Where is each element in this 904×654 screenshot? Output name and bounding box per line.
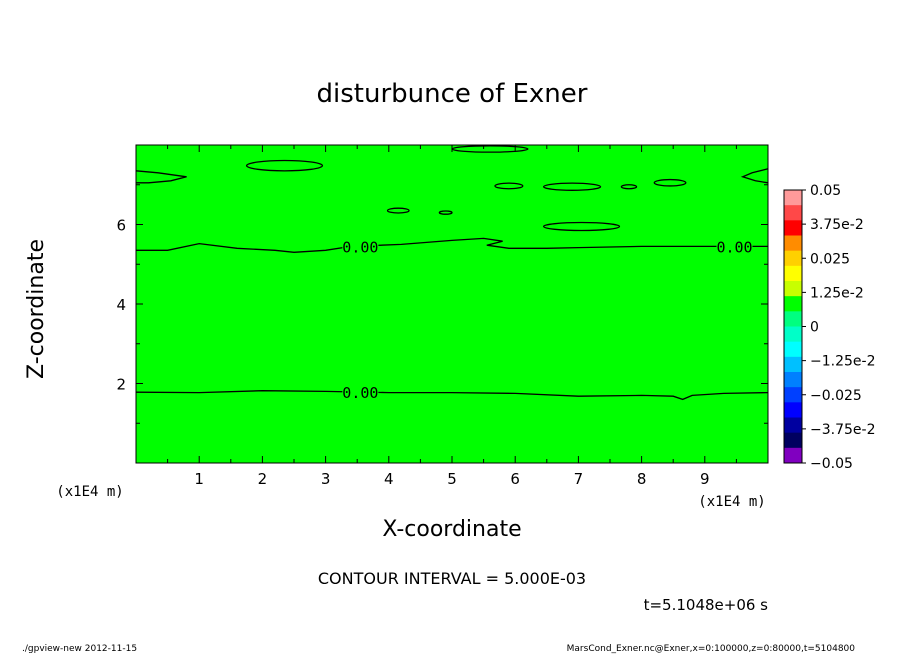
heatmap-fill: [136, 145, 768, 463]
contour-interval-text: CONTOUR INTERVAL = 5.000E-03: [318, 569, 586, 588]
y-axis-label: Z-coordinate: [24, 239, 49, 379]
colorbar-label: −0.025: [810, 388, 862, 404]
contour-label: 0.00: [342, 384, 378, 402]
contour-line: [245, 159, 324, 172]
colorbar-swatch: [784, 432, 802, 449]
colorbar-label: 0.025: [810, 251, 850, 267]
contour-label: 0.00: [342, 238, 378, 256]
x-tick-label: 1: [194, 470, 204, 488]
colorbar-label: 1.25e-2: [810, 285, 864, 301]
contour-line: [740, 168, 769, 184]
footer-left: ./gpview-new 2012-11-15: [22, 644, 137, 654]
axis-ticks: 1 2 3 4 5 6 7 8 9 2 4 6: [116, 145, 768, 488]
x-tick-label: 3: [321, 470, 331, 488]
contour-label: 0.00: [716, 238, 752, 256]
y-tick-label: 4: [116, 296, 126, 314]
plot-area: 0.00 0.00 0.00 1 2 3 4 5 6 7 8 9 2 4 6: [116, 144, 769, 488]
contour-line: [438, 210, 453, 215]
colorbar-swatch: [784, 265, 802, 282]
colorbar-swatch: [784, 417, 802, 434]
colorbar-swatch: [784, 190, 802, 206]
contour-label-bg: [342, 238, 379, 255]
colorbar-swatch: [784, 250, 802, 267]
x-axis-unit: (x1E4 m): [698, 494, 765, 510]
contour-line: [135, 390, 769, 401]
colorbar-swatch: [784, 205, 802, 221]
colorbar-swatch: [784, 402, 802, 418]
x-tick-label: 7: [574, 470, 584, 488]
colorbar-swatch: [784, 372, 802, 388]
contour-line: [620, 184, 638, 190]
footer-right: MarsCond_Exner.nc@Exner,x=0:100000,z=0:8…: [567, 644, 856, 654]
colorbar-swatch: [784, 356, 802, 373]
x-tick-label: 6: [510, 470, 520, 488]
colorbar-swatch: [784, 341, 802, 358]
colorbar-swatch: [784, 296, 802, 312]
chart-title: disturbunce of Exner: [317, 79, 588, 109]
y-tick-label: 2: [116, 376, 126, 394]
contour-line: [386, 207, 410, 214]
contour-line: [542, 182, 602, 191]
colorbar-swatch: [784, 311, 802, 327]
contour-line: [542, 221, 621, 232]
contour-line: [653, 178, 687, 187]
contour-group: 0.00 0.00 0.00: [135, 145, 769, 402]
colorbar-label: 0.05: [810, 183, 841, 199]
colorbar-swatch: [784, 281, 802, 297]
contour-line: [135, 170, 187, 184]
colorbar-swatch: [784, 235, 802, 252]
colorbar: 0.05 3.75e-2 0.025 1.25e-2 0 −1.25e-2 −0.025 −3…: [783, 183, 875, 472]
contour-label-bg: [716, 238, 753, 255]
colorbar-swatch: [784, 387, 802, 403]
y-tick-label: 6: [116, 217, 126, 235]
colorbar-label: −0.05: [810, 456, 853, 472]
colorbar-swatch: [784, 220, 802, 236]
x-tick-label: 4: [384, 470, 394, 488]
y-axis-unit: (x1E4 m): [56, 484, 123, 500]
x-axis-label: X-coordinate: [382, 517, 521, 542]
colorbar-label: 0: [810, 320, 819, 336]
x-tick-label: 5: [447, 470, 457, 488]
contour-label-bg: [342, 384, 379, 401]
colorbar-label: −1.25e-2: [810, 354, 875, 370]
colorbar-label: −3.75e-2: [810, 422, 875, 438]
colorbar-label: 3.75e-2: [810, 217, 864, 233]
time-label: t=5.1048e+06 s: [644, 596, 769, 614]
x-tick-label: 9: [700, 470, 710, 488]
x-tick-label: 2: [258, 470, 268, 488]
colorbar-swatch: [784, 447, 802, 464]
x-tick-label: 8: [637, 470, 647, 488]
contour-line: [494, 182, 524, 190]
contour-line: [136, 237, 768, 253]
colorbar-swatch: [784, 326, 802, 343]
